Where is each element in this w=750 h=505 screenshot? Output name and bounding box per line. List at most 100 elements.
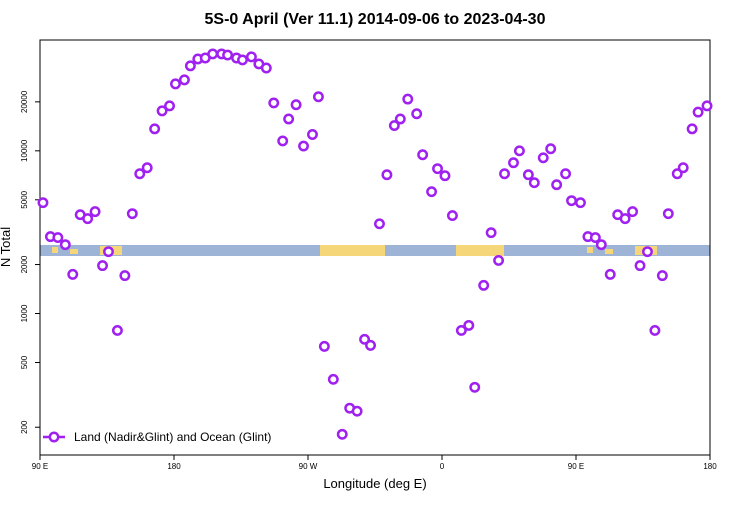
point	[381, 169, 393, 181]
point	[351, 405, 363, 417]
point	[318, 340, 330, 352]
point	[207, 48, 219, 60]
chart-title: 5S-0 April (Ver 11.1) 2014-09-06 to 2023…	[205, 11, 546, 28]
x-tick-label: 90 E	[32, 462, 48, 471]
point	[59, 239, 71, 251]
x-tick-label: 90 E	[568, 462, 584, 471]
point	[677, 162, 689, 174]
point	[478, 279, 490, 291]
point	[111, 324, 123, 336]
point	[446, 210, 458, 222]
point	[426, 186, 438, 198]
point	[126, 208, 138, 220]
point	[359, 333, 371, 345]
point	[522, 169, 534, 181]
point	[164, 100, 175, 112]
y-tick-label: 10000	[20, 139, 29, 162]
point	[656, 270, 668, 282]
point	[394, 113, 406, 125]
point	[156, 105, 168, 117]
x-tick-label: 90 W	[299, 462, 318, 471]
y-axis-label: N Total	[0, 227, 13, 267]
point	[141, 162, 153, 174]
point	[499, 168, 510, 180]
point	[402, 93, 414, 105]
point	[237, 54, 248, 66]
x-tick-label: 180	[703, 462, 717, 471]
point	[686, 123, 698, 135]
point	[119, 270, 131, 282]
x-tick-label: 180	[167, 462, 181, 471]
point	[649, 324, 661, 336]
point	[184, 60, 196, 72]
point	[493, 254, 505, 266]
map-strip	[40, 245, 710, 256]
point	[170, 78, 181, 90]
point	[283, 113, 295, 125]
y-tick-label: 2000	[20, 255, 29, 273]
point	[222, 49, 234, 61]
point	[566, 195, 577, 207]
point	[701, 100, 713, 112]
point	[103, 246, 114, 258]
point	[545, 143, 557, 155]
point	[97, 260, 108, 272]
point	[134, 168, 146, 180]
point	[513, 145, 525, 157]
point	[268, 97, 280, 109]
point	[508, 157, 519, 169]
y-tick-label: 20000	[20, 90, 29, 113]
point	[485, 227, 497, 239]
y-tick-label: 1000	[20, 304, 29, 322]
point	[537, 152, 549, 164]
point	[298, 140, 309, 152]
point	[374, 218, 385, 230]
point	[277, 135, 289, 147]
point	[560, 168, 572, 180]
point	[37, 197, 49, 209]
point	[528, 177, 540, 189]
point	[439, 170, 451, 182]
x-tick-label: 0	[440, 462, 445, 471]
point	[642, 246, 653, 258]
point	[245, 51, 257, 63]
point	[67, 268, 79, 280]
point	[388, 120, 400, 132]
point	[455, 324, 467, 336]
point	[627, 206, 639, 218]
point	[417, 149, 429, 161]
point	[463, 319, 475, 331]
x-axis-label: Longitude (deg E)	[323, 476, 426, 491]
point	[89, 206, 101, 218]
point	[307, 129, 318, 140]
point	[260, 62, 272, 74]
point	[551, 179, 563, 191]
point	[52, 232, 64, 244]
legend-label: Land (Nadir&Glint) and Ocean (Glint)	[74, 430, 271, 444]
point	[290, 99, 302, 111]
legend-marker	[48, 431, 60, 443]
y-tick-label: 200	[20, 420, 29, 434]
point	[589, 232, 601, 244]
point	[634, 260, 646, 272]
point	[662, 208, 674, 220]
point	[432, 163, 443, 175]
point	[365, 339, 376, 351]
y-tick-label: 500	[20, 355, 29, 369]
point	[327, 373, 339, 385]
point	[692, 106, 704, 118]
point	[575, 197, 586, 209]
point	[604, 268, 616, 280]
point	[336, 428, 348, 440]
point	[411, 108, 423, 120]
plot-frame	[39, 39, 711, 456]
point	[469, 381, 481, 393]
point	[178, 74, 190, 86]
point	[312, 91, 324, 103]
point	[671, 168, 683, 180]
point	[595, 239, 607, 251]
point	[82, 213, 94, 225]
point	[149, 123, 161, 135]
y-tick-label: 5000	[20, 190, 29, 208]
